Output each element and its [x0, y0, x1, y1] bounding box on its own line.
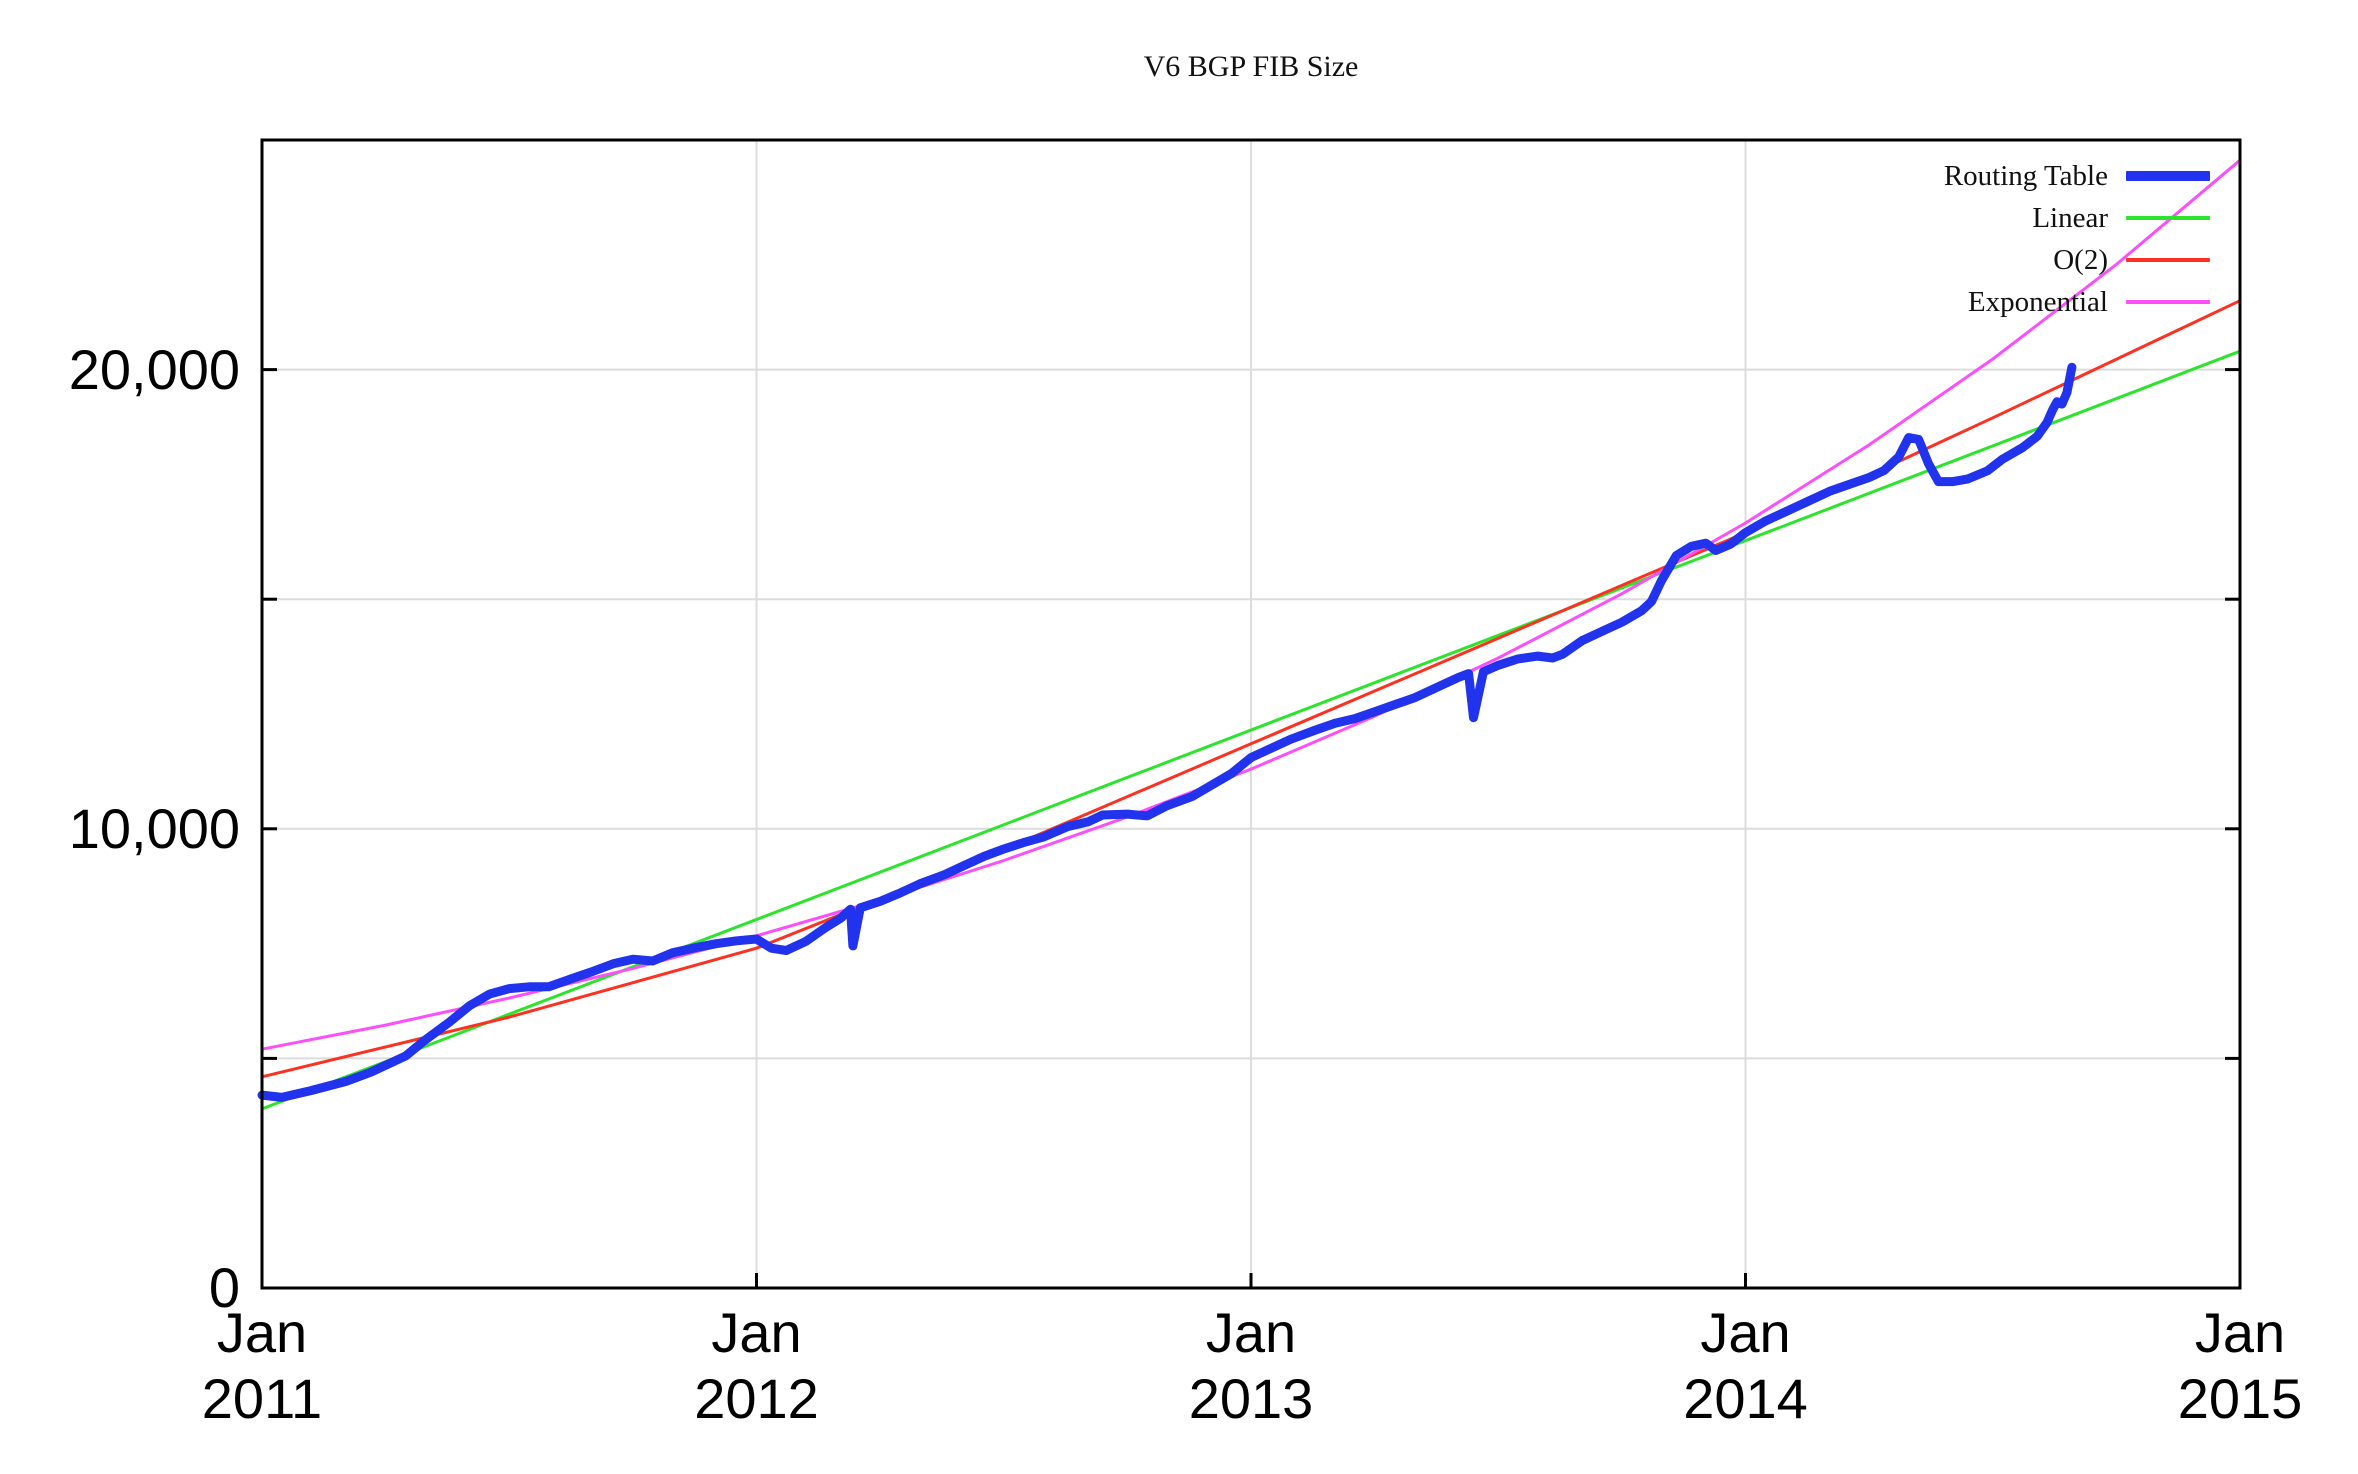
- series-line-linear: [260, 349, 2242, 1111]
- legend-label: Exponential: [1967, 285, 2108, 318]
- legend: Routing Table Linear O(2) Exponential: [1944, 155, 2210, 323]
- legend-label: Routing Table: [1943, 159, 2108, 192]
- x-tick-year: 2012: [694, 1367, 819, 1430]
- x-axis-tick-label: Jan 2014: [1616, 1300, 1876, 1432]
- y-axis-tick-label: 0: [208, 1256, 240, 1319]
- x-tick-year: 2015: [2177, 1367, 2303, 1430]
- chart-title: V6 BGP FIB Size: [1143, 50, 1359, 83]
- x-axis-tick-label: Jan 2011: [132, 1300, 392, 1432]
- legend-swatch-o-2: [2126, 258, 2210, 262]
- x-axis-tick-label: Jan 2015: [2110, 1300, 2358, 1432]
- y-axis-tick-label: 10,000: [68, 796, 240, 860]
- legend-label: O(2): [2053, 243, 2108, 276]
- legend-item-o-2: O(2): [1944, 239, 2210, 281]
- x-tick-month: Jan: [1205, 1301, 1297, 1364]
- series-line-o-2: [260, 299, 2242, 1079]
- x-tick-year: 2013: [1188, 1367, 1314, 1430]
- legend-label: Linear: [2032, 201, 2108, 234]
- series-line-exponential: [260, 158, 2242, 1051]
- x-axis-tick-label: Jan 2013: [1121, 1300, 1381, 1432]
- legend-swatch-linear: [2126, 216, 2210, 220]
- x-tick-month: Jan: [711, 1301, 802, 1364]
- x-axis-tick-label: Jan 2012: [627, 1300, 887, 1432]
- x-tick-year: 2011: [201, 1367, 323, 1430]
- x-tick-month: Jan: [1700, 1301, 1791, 1364]
- y-axis-tick-label: 20,000: [68, 337, 240, 401]
- x-tick-year: 2014: [1683, 1367, 1808, 1430]
- x-tick-month: Jan: [216, 1301, 308, 1364]
- legend-swatch-exponential: [2126, 300, 2210, 304]
- legend-item-linear: Linear: [1944, 197, 2210, 239]
- legend-item-routing-table: Routing Table: [1944, 155, 2210, 197]
- legend-swatch-routing-table: [2126, 171, 2210, 181]
- legend-item-exponential: Exponential: [1944, 281, 2210, 323]
- x-tick-month: Jan: [2194, 1301, 2286, 1364]
- series-line-routing-table: [257, 362, 2077, 1102]
